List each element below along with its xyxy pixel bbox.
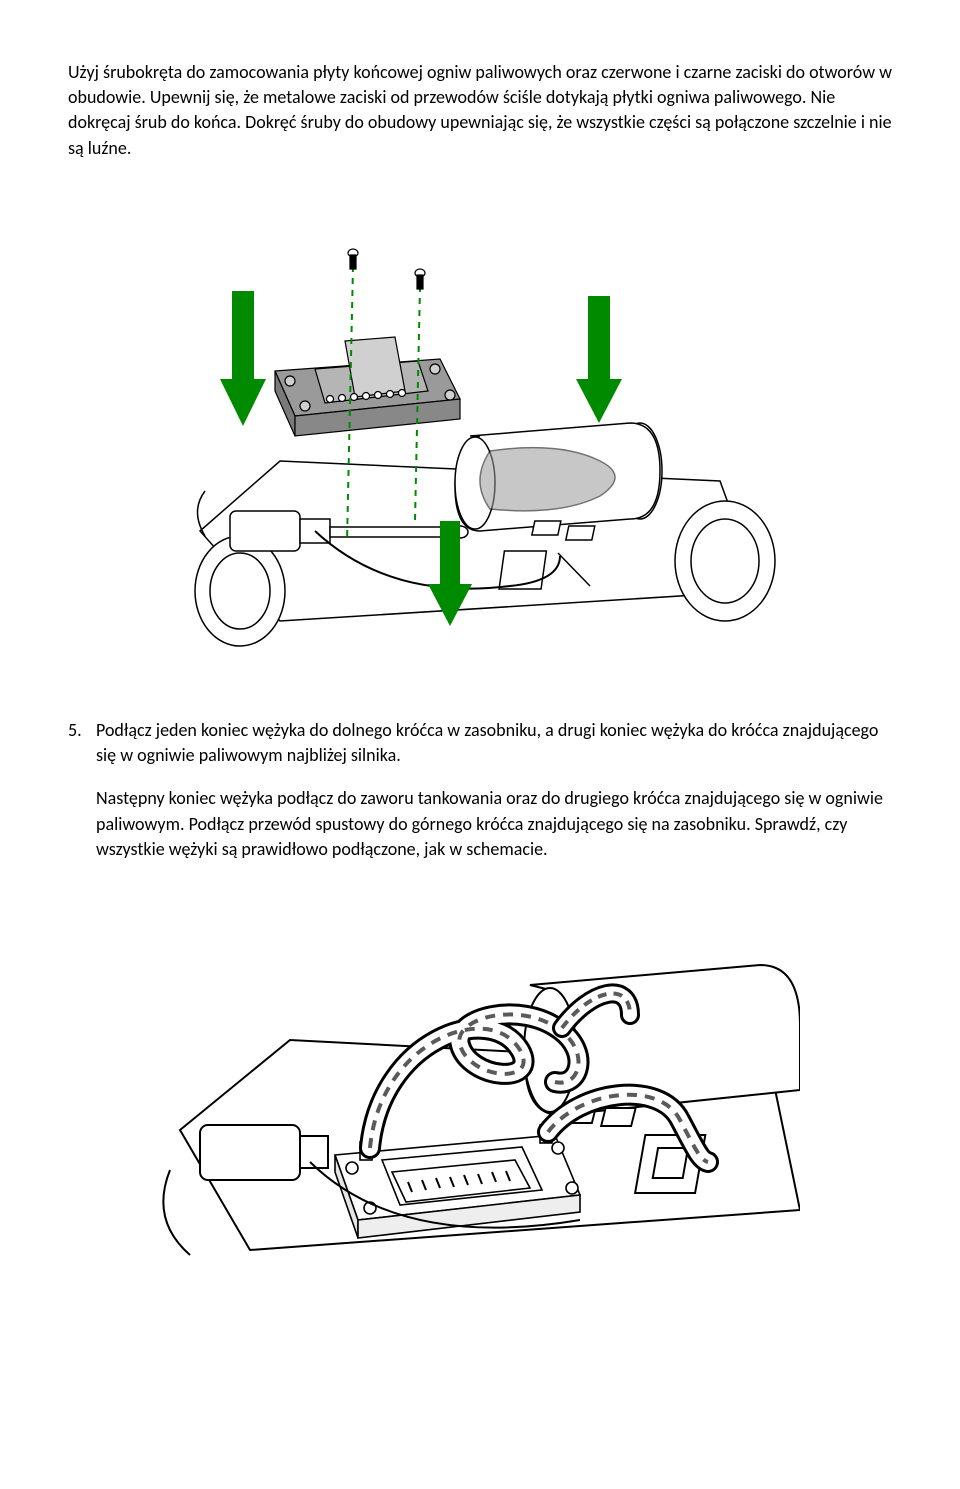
step-5-body: Podłącz jeden koniec wężyka do dolnego k… <box>96 718 892 880</box>
figure-hose-routing <box>68 910 892 1277</box>
step-5-paragraph-2: Następny koniec wężyka podłącz do zaworu… <box>96 786 892 862</box>
intro-paragraph: Użyj śrubokręta do zamocowania płyty koń… <box>68 60 892 161</box>
step-5-paragraph-1: Podłącz jeden koniec wężyka do dolnego k… <box>96 718 892 768</box>
step-5: 5. Podłącz jeden koniec wężyka do dolneg… <box>68 718 892 880</box>
figure-assembly-arrows <box>68 191 892 678</box>
step-5-number: 5. <box>68 718 96 880</box>
